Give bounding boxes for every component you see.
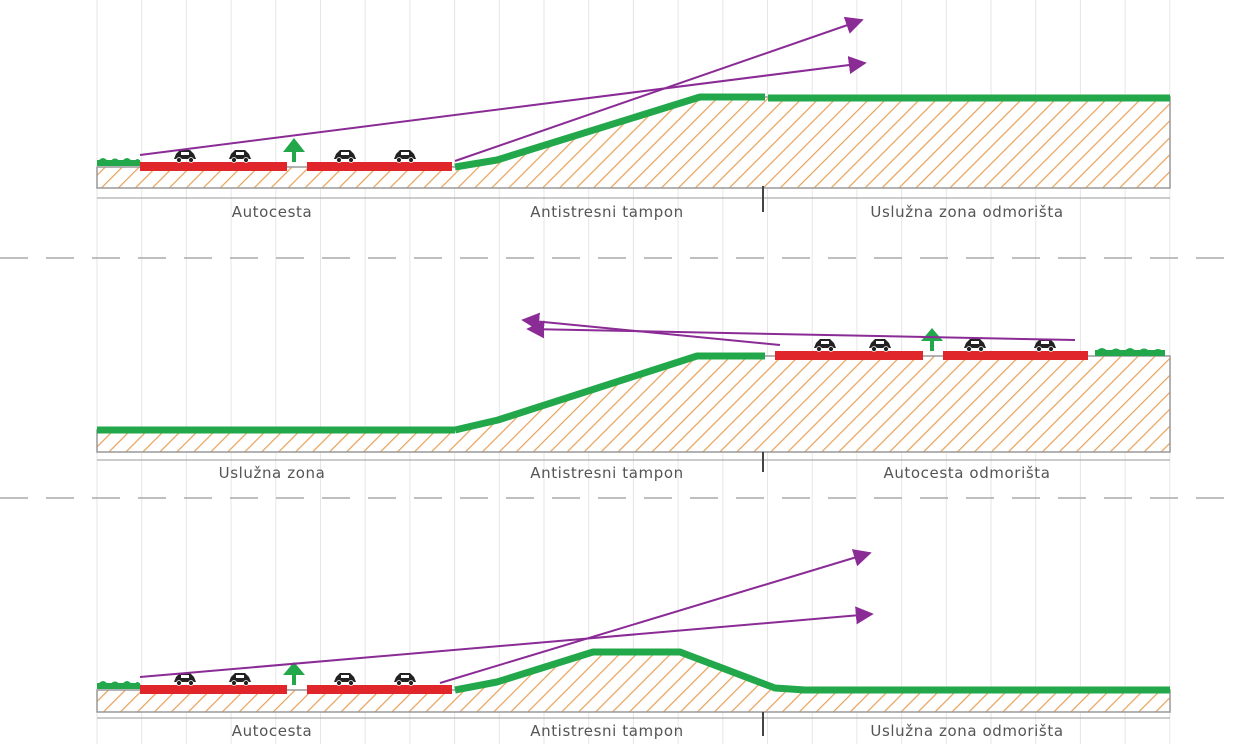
car-icon (394, 673, 416, 686)
vegetation-layer (454, 648, 806, 694)
car-icon (174, 150, 196, 163)
road-surface (140, 685, 287, 694)
car-icon (1034, 339, 1056, 352)
section-top: Autocesta Antistresni tampon Uslužna zon… (96, 16, 1171, 221)
zone-label-left: Uslužna zona (219, 464, 326, 482)
zone-label-left: Autocesta (232, 722, 313, 740)
road-surface (140, 162, 287, 171)
ground-profile (96, 651, 1171, 713)
car-icon (814, 339, 836, 352)
road-surface (307, 685, 452, 694)
zone-label-right: Uslužna zona odmorišta (870, 722, 1063, 740)
tree-icon (283, 138, 305, 162)
zone-label-right: Autocesta odmorišta (883, 464, 1050, 482)
sight-line-arrow (521, 312, 781, 346)
sight-lines (521, 312, 1076, 346)
car-icon (964, 339, 986, 352)
shrub-icon (1095, 348, 1165, 353)
road-surface (775, 351, 923, 360)
zone-label-center: Antistresni tampon (530, 722, 684, 740)
sight-line-arrow (139, 56, 867, 156)
sight-line-arrow (454, 16, 864, 162)
sight-line-arrow (526, 320, 1076, 341)
zone-label-left: Autocesta (232, 203, 313, 221)
car-icon (394, 150, 416, 163)
road-surface (943, 351, 1088, 360)
tree-icon (283, 662, 305, 685)
sight-lines (139, 549, 874, 684)
sight-line-arrow (439, 549, 872, 684)
sight-line-arrow (139, 606, 874, 678)
shrub-icon (97, 681, 141, 686)
sight-lines (139, 16, 867, 162)
tree-icon (921, 328, 943, 351)
car-icon (334, 673, 356, 686)
car-icon (229, 150, 251, 163)
vegetation-layer (454, 352, 765, 434)
zone-label-center: Antistresni tampon (530, 464, 684, 482)
zone-label-center: Antistresni tampon (530, 203, 684, 221)
car-icon (869, 339, 891, 352)
section-middle: Uslužna zona Antistresni tampon Autocest… (96, 312, 1171, 482)
section-separators (0, 257, 1235, 499)
section-bottom: Autocesta Antistresni tampon Uslužna zon… (96, 549, 1171, 740)
vegetation-layer (454, 93, 765, 171)
shrub-icon (97, 158, 141, 163)
road-surface (307, 162, 452, 171)
car-icon (229, 673, 251, 686)
car-icon (334, 150, 356, 163)
zone-label-right: Uslužna zona odmorišta (870, 203, 1063, 221)
car-icon (174, 673, 196, 686)
